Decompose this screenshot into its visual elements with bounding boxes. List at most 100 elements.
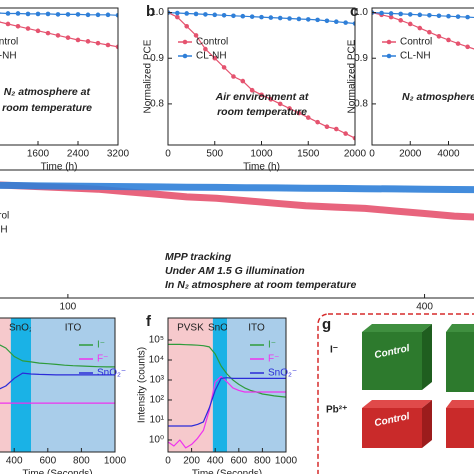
y-tick-label: 10⁴ xyxy=(149,355,164,366)
legend-label: Control xyxy=(400,37,432,48)
data-point xyxy=(407,21,413,27)
data-point xyxy=(427,29,432,35)
region xyxy=(0,318,11,452)
data-point xyxy=(221,65,227,70)
x-axis-label: Time (Seconds) xyxy=(22,469,92,474)
legend-label: Control xyxy=(0,211,9,222)
y-axis-label: Normalized PCE xyxy=(347,39,358,113)
legend-label: F⁻ xyxy=(268,354,279,365)
data-point xyxy=(240,78,246,84)
legend-marker xyxy=(182,39,188,45)
x-tick-label: 4000 xyxy=(437,149,460,160)
data-point xyxy=(115,13,118,18)
tile-face xyxy=(362,332,422,390)
data-point xyxy=(305,17,311,22)
x-tick-label: 800 xyxy=(254,456,271,467)
data-point xyxy=(25,11,31,17)
data-point xyxy=(221,13,227,18)
data-point xyxy=(55,33,61,38)
data-point xyxy=(315,17,320,23)
annotation: room temperature xyxy=(2,102,92,114)
plot xyxy=(168,10,355,141)
x-tick-label: 0 xyxy=(165,149,171,160)
series-line xyxy=(0,181,474,194)
legend-marker xyxy=(182,53,188,59)
x-tick-label: 3200 xyxy=(107,149,130,160)
annotation: N₂ atmosphere at xyxy=(4,86,91,98)
tile-face xyxy=(362,408,422,448)
data-point xyxy=(175,14,180,20)
data-point xyxy=(5,21,11,27)
data-point xyxy=(388,14,394,20)
y-tick-label: 10³ xyxy=(150,375,165,386)
data-point xyxy=(35,28,41,34)
panel-border xyxy=(317,313,474,474)
chart: 100 400 MPP tracking Under AM 1.5 G illumin… xyxy=(0,169,474,313)
legend-label: Control xyxy=(196,37,228,48)
region-label: ITO xyxy=(248,323,265,334)
data-point xyxy=(85,39,91,44)
data-point xyxy=(334,19,339,25)
y-tick-label: 10² xyxy=(150,395,165,406)
legend-label: SnO₂⁻ xyxy=(97,368,126,379)
y-tick-label: 0.8 xyxy=(150,99,164,110)
chart: 1600 2400 3200 Time (h) N₂ atmosphere at room… xyxy=(0,7,130,173)
legend-label: CL-NH xyxy=(0,51,17,62)
x-tick-label: 1000 xyxy=(275,456,298,467)
data-point xyxy=(417,12,423,18)
data-point xyxy=(55,12,61,17)
x-tick-label: 1000 xyxy=(104,456,127,467)
series-line xyxy=(0,372,115,390)
x-tick-label: 2000 xyxy=(344,149,367,160)
panel-label: f xyxy=(146,313,152,330)
region xyxy=(10,318,31,452)
data-point xyxy=(315,119,320,125)
legend-label: Control xyxy=(0,37,18,48)
x-tick-label: 1500 xyxy=(297,149,320,160)
x-tick-label: 2400 xyxy=(67,149,90,160)
data-point xyxy=(175,10,180,16)
series-line xyxy=(168,343,286,398)
plot-frame xyxy=(0,317,116,453)
x-tick-label: 1600 xyxy=(27,149,50,160)
data-point xyxy=(75,37,81,43)
data-point xyxy=(398,18,403,23)
data-point xyxy=(203,12,208,17)
data-point xyxy=(343,20,348,25)
annotation: Under AM 1.5 G illumination xyxy=(165,265,305,277)
data-point xyxy=(277,101,283,107)
panel-label: b xyxy=(146,3,155,20)
annotation: Air environment at xyxy=(215,91,309,103)
data-point xyxy=(15,11,21,16)
tile-top xyxy=(362,324,432,332)
data-point xyxy=(352,21,355,26)
data-point xyxy=(455,41,461,46)
annotation: N₂ atmosphere xyxy=(402,91,474,103)
data-point xyxy=(388,11,394,16)
region-label: SnO₂ xyxy=(9,323,33,334)
data-point xyxy=(212,12,218,18)
x-tick-label: 0 xyxy=(165,456,171,467)
tile-top xyxy=(362,400,432,408)
legend-label: CL-NH xyxy=(0,225,8,236)
plot xyxy=(0,344,115,404)
data-point xyxy=(35,11,41,17)
data-point xyxy=(45,11,51,17)
plot xyxy=(168,343,286,449)
data-point xyxy=(268,15,274,20)
plot xyxy=(0,181,474,221)
data-point xyxy=(334,126,339,132)
y-tick-label: 0.9 xyxy=(150,53,164,64)
tile-top xyxy=(446,324,474,332)
data-point xyxy=(85,12,91,18)
x-tick-label: 600 xyxy=(230,456,247,467)
region xyxy=(212,318,227,452)
data-point xyxy=(446,37,451,43)
y-tick-label: 10⁰ xyxy=(149,435,164,446)
data-point xyxy=(465,44,470,50)
data-point xyxy=(427,13,432,18)
annotation: room temperature xyxy=(217,106,307,118)
data-point xyxy=(296,110,302,116)
